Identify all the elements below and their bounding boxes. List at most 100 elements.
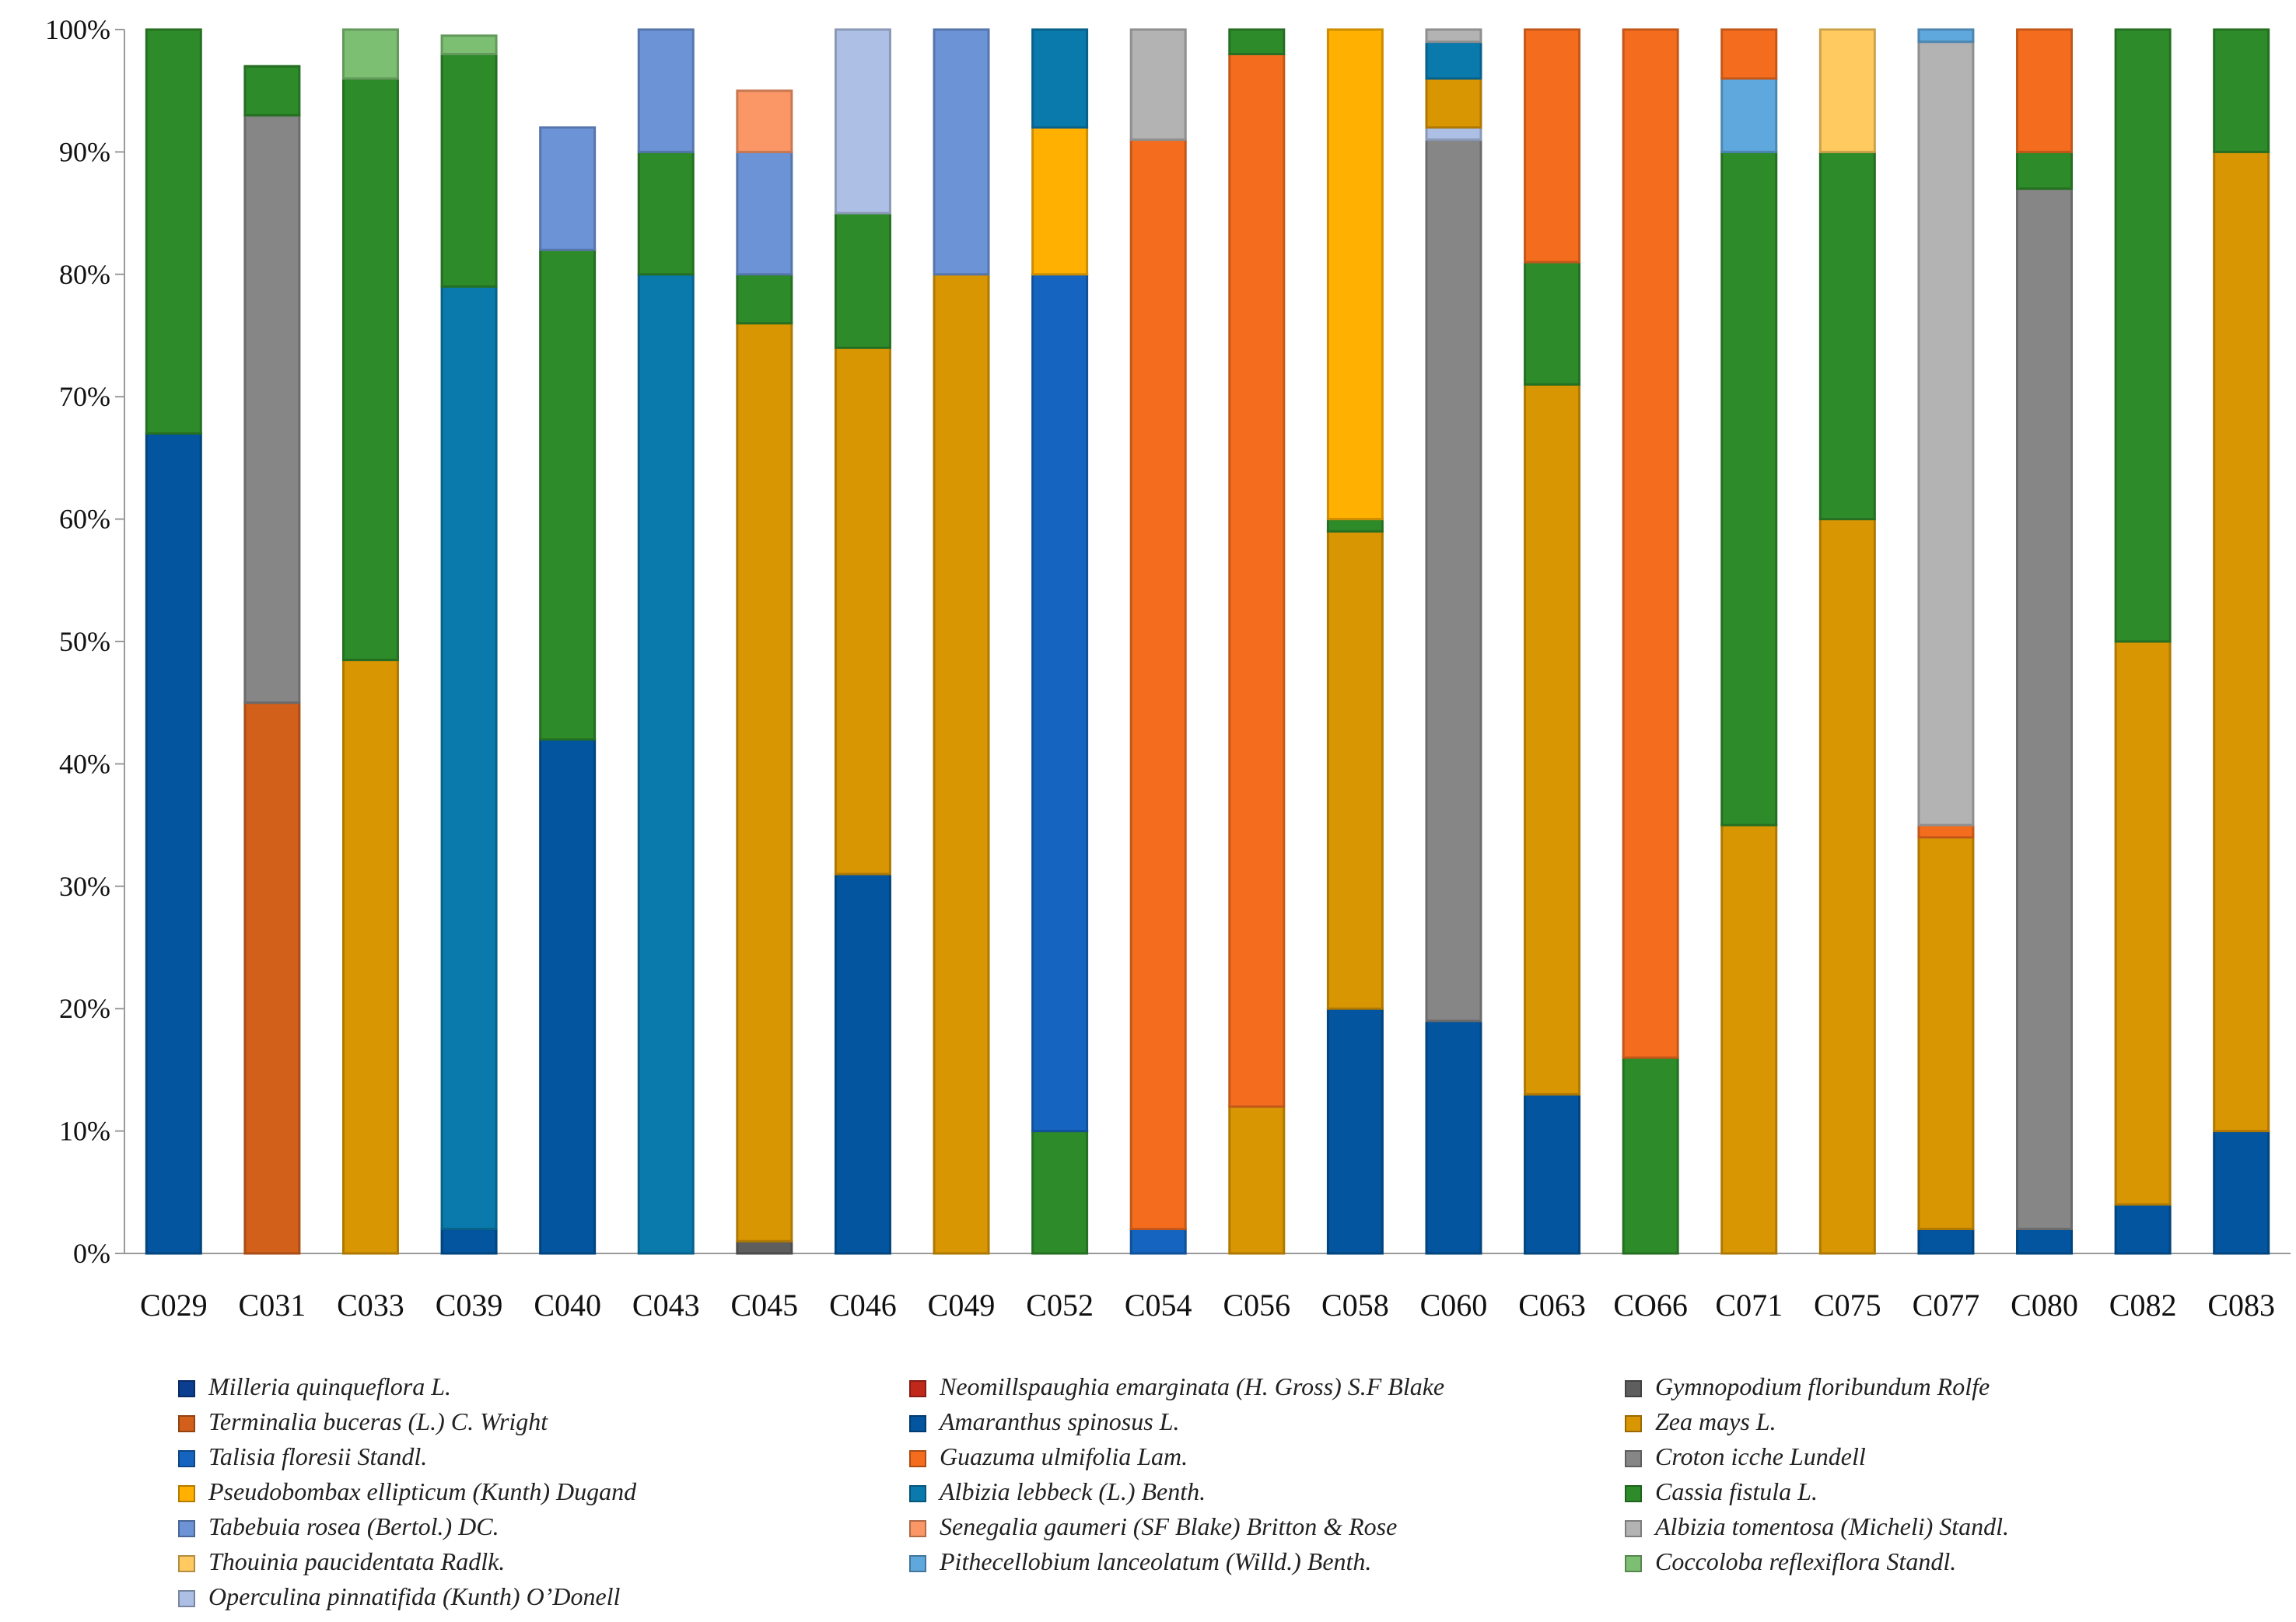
bar-segment-co66-cassia-fistula-l	[1622, 1056, 1679, 1255]
legend-swatch	[1625, 1380, 1642, 1397]
bar-segment-c049-zea-mays-l	[933, 273, 990, 1255]
bar-segment-c077-pithecellobium-lanceolatum-willd-benth	[1917, 28, 1975, 44]
bar-segment-c029-amaranthus-spinosus-l	[145, 432, 202, 1255]
legend-label: Albizia lebbeck (L.) Benth.	[938, 1477, 1206, 1505]
bar-segment-c039-albizia-lebbeck-l-benth	[440, 285, 498, 1231]
bar-segment-c060-albizia-tomentosa-micheli-standl	[1425, 28, 1482, 44]
bar-stack-c060	[1425, 28, 1482, 1255]
legend-label: Cassia fistula L.	[1655, 1477, 1818, 1505]
x-tick-label: C063	[1518, 1288, 1586, 1323]
bar-segment-c045-tabebuia-rosea-bertol-dc	[736, 150, 793, 276]
legend-label: Pseudobombax ellipticum (Kunth) Dugand	[208, 1477, 637, 1505]
bar-segment-c058-amaranthus-spinosus-l	[1326, 1007, 1384, 1255]
bar-stack-c045	[736, 89, 793, 1255]
x-tick-label: C040	[534, 1288, 601, 1323]
legend-item-pithecellobium-lanceolatum-willd-benth: Pithecellobium lanceolatum (Willd.) Bent…	[909, 1547, 1371, 1575]
bar-stack-c063	[1524, 28, 1581, 1255]
bar-segment-c071-zea-mays-l	[1720, 823, 1778, 1255]
bar-segment-c071-pithecellobium-lanceolatum-willd-benth	[1720, 77, 1778, 153]
legend-item-albizia-lebbeck-l-benth: Albizia lebbeck (L.) Benth.	[909, 1477, 1206, 1505]
legend-swatch	[909, 1485, 926, 1502]
bar-segment-c040-amaranthus-spinosus-l	[539, 738, 597, 1255]
legend-item-pseudobombax-ellipticum-kunth-dugand: Pseudobombax ellipticum (Kunth) Dugand	[178, 1477, 637, 1505]
bar-segment-c039-coccoloba-reflexiflora-standl	[440, 34, 498, 55]
bar-segment-c052-cassia-fistula-l	[1031, 1130, 1089, 1255]
x-tick-label: C075	[1814, 1288, 1881, 1323]
bar-segment-c058-cassia-fistula-l	[1326, 518, 1384, 533]
legend-label: Tabebuia rosea (Bertol.) DC.	[208, 1512, 499, 1540]
bar-segment-c033-cassia-fistula-l	[341, 77, 399, 662]
legend-label: Amaranthus spinosus L.	[938, 1407, 1180, 1435]
bar-segment-c080-croton-icche-lundell	[2016, 187, 2074, 1231]
bar-segment-co66-guazuma-ulmifolia-lam	[1622, 28, 1679, 1059]
legend-item-zea-mays-l: Zea mays L.	[1625, 1407, 1776, 1435]
legend-label: Albizia tomentosa (Micheli) Standl.	[1654, 1512, 2009, 1540]
bar-segment-c075-cassia-fistula-l	[1818, 150, 1876, 521]
legend-label: Talisia floresii Standl.	[208, 1442, 427, 1470]
bar-stack-c075	[1818, 28, 1876, 1255]
bar-stack-c031	[243, 65, 301, 1255]
x-tick-label: C060	[1420, 1288, 1488, 1323]
x-tick-label: C049	[928, 1288, 996, 1323]
bar-stack-c077	[1917, 28, 1975, 1255]
bar-stack-c043	[637, 28, 695, 1255]
legend-item-talisia-floresii-standl: Talisia floresii Standl.	[178, 1442, 427, 1470]
bar-stack-c040	[539, 126, 597, 1255]
legend-label: Thouinia paucidentata Radlk.	[208, 1547, 505, 1575]
bar-segment-c077-amaranthus-spinosus-l	[1917, 1228, 1975, 1255]
bar-stack-c039	[440, 34, 498, 1255]
bar-stack-c046	[834, 28, 891, 1255]
bars	[145, 28, 2270, 1255]
bar-segment-c080-cassia-fistula-l	[2016, 150, 2074, 191]
x-tick-label: C045	[730, 1288, 798, 1323]
bar-stack-c058	[1326, 28, 1384, 1255]
legend-swatch	[909, 1415, 926, 1432]
legend-swatch	[178, 1590, 195, 1607]
x-tick-label: C080	[2011, 1288, 2078, 1323]
bar-segment-c040-cassia-fistula-l	[539, 248, 597, 741]
y-tick-label: 30%	[59, 871, 110, 902]
legend-label: Neomillspaughia emarginata (H. Gross) S.…	[939, 1372, 1444, 1400]
legend-label: Guazuma ulmifolia Lam.	[940, 1442, 1188, 1470]
bar-segment-c075-zea-mays-l	[1818, 518, 1876, 1255]
legend-item-croton-icche-lundell: Croton icche Lundell	[1625, 1442, 1866, 1470]
bar-segment-c052-talisia-floresii-standl	[1031, 273, 1089, 1133]
bar-segment-c063-guazuma-ulmifolia-lam	[1524, 28, 1581, 264]
legend-item-guazuma-ulmifolia-lam: Guazuma ulmifolia Lam.	[909, 1442, 1188, 1470]
legend-swatch	[909, 1555, 926, 1572]
bar-segment-c031-croton-icche-lundell	[243, 114, 301, 704]
legend-item-senegalia-gaumeri-sf-blake-britton-rose: Senegalia gaumeri (SF Blake) Britton & R…	[909, 1512, 1397, 1540]
legend-swatch	[178, 1380, 195, 1397]
x-tick-label: C031	[239, 1288, 306, 1323]
bar-segment-c077-albizia-tomentosa-micheli-standl	[1917, 40, 1975, 827]
bar-stack-c033	[341, 28, 399, 1255]
y-tick-label: 0%	[73, 1238, 110, 1269]
legend-swatch	[178, 1415, 195, 1432]
x-tick-label: C043	[632, 1288, 700, 1323]
bar-segment-c054-albizia-tomentosa-micheli-standl	[1129, 28, 1187, 142]
bar-segment-c045-senegalia-gaumeri-sf-blake-britton-rose	[736, 89, 793, 153]
bar-segment-c080-amaranthus-spinosus-l	[2016, 1228, 2074, 1255]
bar-segment-c046-cassia-fistula-l	[834, 211, 891, 349]
legend-item-cassia-fistula-l: Cassia fistula L.	[1625, 1477, 1818, 1505]
legend: Milleria quinqueflora L. Terminalia bucer…	[178, 1372, 2009, 1610]
legend-label: Operculina pinnatifida (Kunth) O’Donell	[208, 1582, 621, 1610]
legend-swatch	[909, 1380, 926, 1397]
bar-segment-c083-amaranthus-spinosus-l	[2213, 1130, 2270, 1255]
legend-label: Milleria quinqueflora L.	[208, 1372, 451, 1400]
bar-segment-c082-amaranthus-spinosus-l	[2114, 1203, 2172, 1255]
bar-segment-c060-amaranthus-spinosus-l	[1425, 1019, 1482, 1255]
x-tick-label: C039	[436, 1288, 503, 1323]
legend-swatch	[909, 1450, 926, 1467]
bar-stack-c054	[1129, 28, 1187, 1255]
bar-segment-c031-cassia-fistula-l	[243, 65, 301, 117]
legend-swatch	[1625, 1415, 1642, 1432]
legend-item-terminalia-buceras-l-c-wright: Terminalia buceras (L.) C. Wright	[178, 1407, 548, 1435]
x-tick-label: C052	[1026, 1288, 1094, 1323]
y-tick-label: 80%	[59, 259, 110, 290]
legend-item-gymnopodium-floribundum-rolfe: Gymnopodium floribundum Rolfe	[1625, 1372, 1990, 1400]
bar-segment-c052-pseudobombax-ellipticum-kunth-dugand	[1031, 126, 1089, 276]
y-tick-label: 100%	[45, 14, 110, 45]
bar-segment-c049-tabebuia-rosea-bertol-dc	[933, 28, 990, 276]
